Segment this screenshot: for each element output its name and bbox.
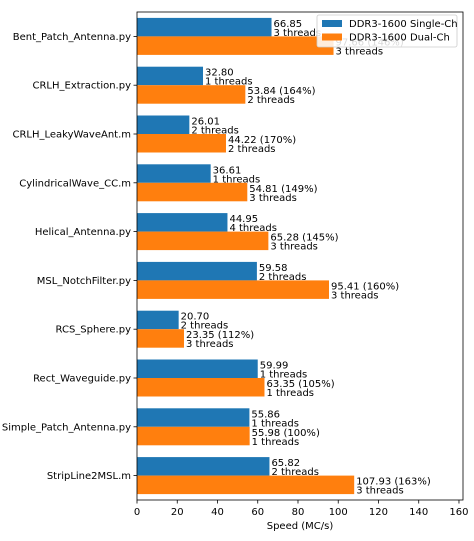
bar-value-label: 59.58 [259, 263, 288, 274]
single-ch-bar [137, 310, 179, 330]
dual-ch-bar [137, 475, 355, 495]
y-tick-label: Rect_Waveguide.py [33, 374, 131, 385]
single-ch-bar [137, 408, 250, 427]
bar-value-label: 44.22 (170%) [228, 135, 296, 146]
bar-value-label: 63.35 (105%) [266, 379, 334, 390]
bar-threads-label: 1 threads [205, 77, 253, 88]
bar-threads-label: 4 threads [229, 223, 277, 234]
y-tick-label: RCS_Sphere.py [56, 325, 132, 336]
bar-threads-label: 3 threads [249, 193, 297, 204]
bar-threads-label: 2 threads [228, 144, 276, 155]
bar-value-label: 54.81 (149%) [249, 184, 317, 195]
dual-ch-bar [137, 134, 226, 153]
bar-value-label: 53.84 (164%) [247, 86, 315, 97]
bar-threads-label: 1 threads [252, 437, 300, 448]
bar-threads-label: 2 threads [181, 321, 229, 332]
legend-swatch [322, 33, 342, 41]
dual-ch-bar [137, 378, 265, 397]
bar-value-label: 66.85 [274, 19, 303, 30]
y-axis: Bent_Patch_Antenna.py CRLH_Extraction.py C… [2, 32, 137, 482]
x-tick-label: 120 [369, 507, 388, 518]
single-ch-bar [137, 359, 258, 378]
bars-layer [137, 17, 355, 495]
bar-threads-label: 3 threads [270, 242, 318, 253]
bar-labels-layer: 66.853 threads97.66 (146%)3 threads32.80… [181, 19, 431, 497]
x-tick-label: 60 [251, 507, 264, 518]
bar-value-label: 32.80 [205, 68, 234, 79]
bar-value-label: 44.95 [229, 214, 258, 225]
x-tick-label: 100 [329, 507, 348, 518]
bar-threads-label: 1 threads [260, 370, 308, 381]
y-tick-label: CylindricalWave_CC.m [19, 178, 131, 189]
y-tick-label: Helical_Antenna.py [35, 227, 131, 238]
x-tick-label: 40 [211, 507, 224, 518]
bar-value-label: 65.28 (145%) [270, 233, 338, 244]
bar-value-label: 59.99 [260, 361, 289, 372]
bar-value-label: 20.70 [181, 312, 210, 323]
x-tick-label: 20 [171, 507, 184, 518]
bar-threads-label: 2 threads [271, 467, 319, 478]
bar-value-label: 95.41 (160%) [331, 281, 399, 292]
bar-value-label: 55.86 [251, 409, 280, 420]
dual-ch-bar [137, 182, 248, 202]
legend-label: DDR3-1600 Single-Ch [349, 19, 458, 30]
dual-ch-bar [137, 426, 250, 446]
single-ch-bar [137, 164, 211, 183]
x-tick-label: 0 [134, 507, 140, 518]
bar-value-label: 65.82 [271, 458, 300, 469]
dual-ch-bar [137, 329, 184, 348]
plot-frame [136, 11, 464, 501]
x-tick-label: 140 [409, 507, 428, 518]
bar-value-label: 107.93 (163%) [356, 477, 431, 488]
single-ch-bar [137, 66, 204, 86]
legend-box [316, 14, 458, 48]
single-ch-bar [137, 115, 190, 134]
bar-threads-label: 2 threads [259, 272, 307, 283]
bar-threads-label: 2 threads [191, 126, 239, 137]
bar-threads-label: 3 threads [186, 339, 234, 350]
bar-value-label: 23.35 (112%) [186, 330, 254, 341]
x-axis-title: Speed (MC/s) [267, 521, 334, 532]
dual-ch-bar [137, 231, 269, 251]
x-tick-label: 80 [292, 507, 305, 518]
bar-threads-label: 1 threads [213, 174, 261, 185]
y-tick-label: Bent_Patch_Antenna.py [13, 32, 131, 43]
bar-threads-label: 3 threads [356, 486, 404, 497]
bar-value-label: 36.61 [213, 165, 242, 176]
dual-ch-bar [137, 36, 334, 55]
bar-threads-label: 2 threads [247, 95, 295, 106]
x-tick-label: 160 [449, 507, 468, 518]
dual-ch-bar [137, 280, 329, 299]
y-tick-label: MSL_NotchFilter.py [37, 276, 131, 287]
bar-value-label: 26.01 [191, 117, 220, 128]
y-tick-label: CRLH_Extraction.py [32, 81, 131, 92]
single-ch-bar [137, 213, 228, 232]
dual-ch-bar [137, 85, 246, 104]
y-tick-label: Simple_Patch_Antenna.py [2, 422, 131, 433]
bar-threads-label: 1 threads [266, 388, 314, 399]
legend: DDR3-1600 Single-Ch DDR3-1600 Dual-Ch [316, 14, 458, 48]
bar-threads-label: 3 threads [274, 28, 322, 39]
legend-swatch [322, 20, 342, 27]
bar-threads-label: 3 threads [331, 290, 379, 301]
bar-threads-label: 1 threads [251, 418, 299, 429]
single-ch-bar [137, 261, 257, 281]
legend-label: DDR3-1600 Dual-Ch [349, 33, 450, 44]
y-tick-label: CRLH_LeakyWaveAnt.m [12, 130, 131, 141]
single-ch-bar [137, 17, 272, 37]
bar-threads-label: 3 threads [336, 46, 384, 57]
single-ch-bar [137, 457, 270, 476]
bar-value-label: 55.98 (100%) [252, 428, 320, 439]
y-tick-label: StripLine2MSL.m [47, 471, 131, 482]
x-axis: 0 20 40 60 80 100 120 140 160 [134, 500, 469, 518]
